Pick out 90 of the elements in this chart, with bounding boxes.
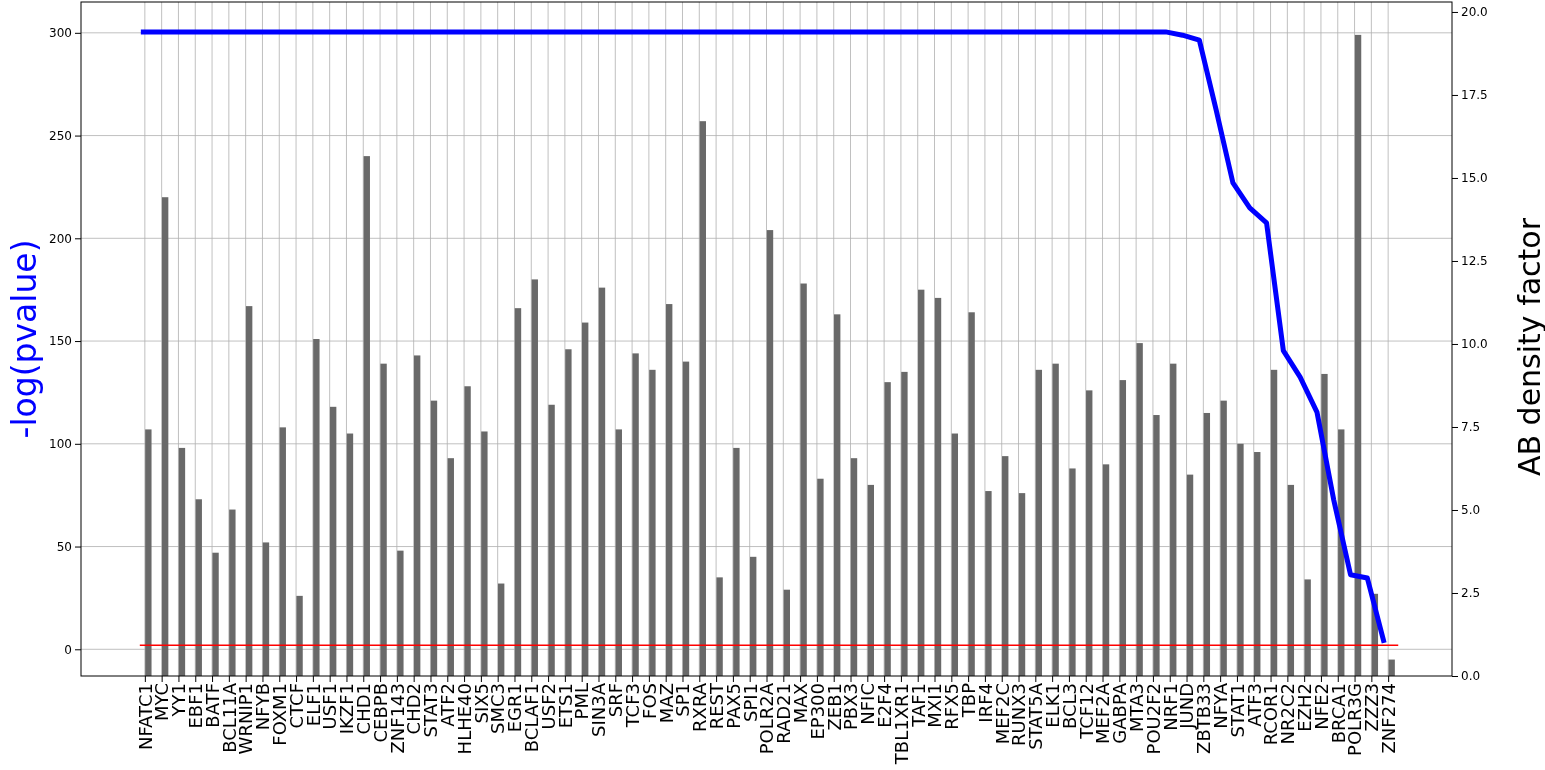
bar	[161, 197, 169, 676]
bar	[380, 363, 387, 676]
bar	[548, 404, 555, 676]
bar	[598, 287, 606, 676]
bar	[262, 542, 270, 676]
bar	[497, 583, 505, 676]
bar	[1018, 493, 1026, 676]
bar	[145, 429, 152, 676]
bar	[716, 577, 723, 676]
bar	[279, 427, 286, 676]
bar	[245, 306, 253, 676]
bar	[666, 304, 673, 676]
bar	[918, 289, 925, 676]
bar	[800, 283, 807, 676]
bar	[346, 433, 354, 676]
y-tick-label: 100	[49, 437, 72, 452]
bar	[1035, 369, 1043, 676]
bar	[1220, 400, 1227, 676]
bar	[313, 339, 320, 676]
bar	[766, 230, 774, 676]
bar	[1170, 363, 1177, 676]
bar	[1069, 468, 1076, 676]
bar	[565, 349, 572, 676]
bar	[464, 386, 471, 676]
bar	[1002, 456, 1009, 676]
bar	[447, 458, 454, 676]
bar	[1102, 464, 1110, 676]
bar	[834, 314, 841, 676]
bar	[481, 431, 488, 676]
y2-tick-label: 0.0	[1461, 669, 1481, 684]
y2-tick-label: 17.5	[1461, 88, 1488, 103]
y2-tick-label: 10.0	[1461, 337, 1488, 352]
bar	[296, 595, 303, 676]
bar	[951, 433, 959, 676]
y-tick-label: 50	[56, 539, 72, 554]
bar	[1270, 369, 1278, 676]
bar	[884, 382, 891, 676]
bar	[850, 458, 858, 676]
bar	[1237, 443, 1244, 676]
bar	[1086, 390, 1093, 676]
bar	[229, 509, 236, 676]
y2-tick-label: 7.5	[1461, 420, 1481, 435]
bar	[783, 589, 790, 676]
bar	[514, 308, 522, 676]
bar	[632, 353, 639, 676]
bar	[867, 484, 874, 676]
bar	[1153, 415, 1160, 676]
bar	[1354, 34, 1362, 676]
bar	[413, 355, 421, 676]
y-tick-label: 200	[49, 231, 72, 246]
bar	[1321, 373, 1328, 676]
bar	[178, 447, 186, 676]
y2-tick-label: 12.5	[1461, 254, 1488, 269]
bar	[817, 478, 824, 676]
y-tick-label: 250	[49, 128, 72, 143]
bar	[682, 361, 690, 676]
bar	[1287, 484, 1295, 676]
bar	[531, 279, 538, 676]
y2-tick-label: 5.0	[1461, 503, 1481, 518]
bar	[649, 369, 656, 676]
y-tick-label: 300	[49, 26, 72, 41]
y-axis-title: -log(pvalue)	[5, 239, 44, 439]
bar	[934, 297, 942, 676]
y2-tick-label: 2.5	[1461, 586, 1481, 601]
bar	[1304, 579, 1311, 676]
y-tick-label: 0	[64, 642, 72, 657]
bar	[968, 312, 975, 676]
bar	[397, 550, 404, 676]
bar	[195, 499, 202, 676]
bar	[1254, 452, 1261, 676]
bar	[615, 429, 622, 676]
bar	[1052, 363, 1059, 676]
bar	[1136, 343, 1143, 676]
y2-tick-label: 20.0	[1461, 5, 1488, 20]
bar	[363, 156, 370, 676]
bar	[750, 556, 757, 676]
bar	[581, 322, 589, 676]
bar	[1388, 659, 1395, 676]
bar	[430, 400, 438, 676]
bar	[1119, 380, 1127, 676]
bar	[985, 491, 992, 676]
bar	[1186, 474, 1194, 676]
y2-tick-label: 15.0	[1461, 171, 1488, 186]
bar	[329, 406, 337, 676]
bar	[699, 121, 706, 676]
bar	[901, 371, 908, 676]
bar	[733, 447, 740, 676]
bar	[212, 552, 219, 676]
y-tick-label: 150	[49, 334, 72, 349]
bar	[1203, 412, 1211, 676]
